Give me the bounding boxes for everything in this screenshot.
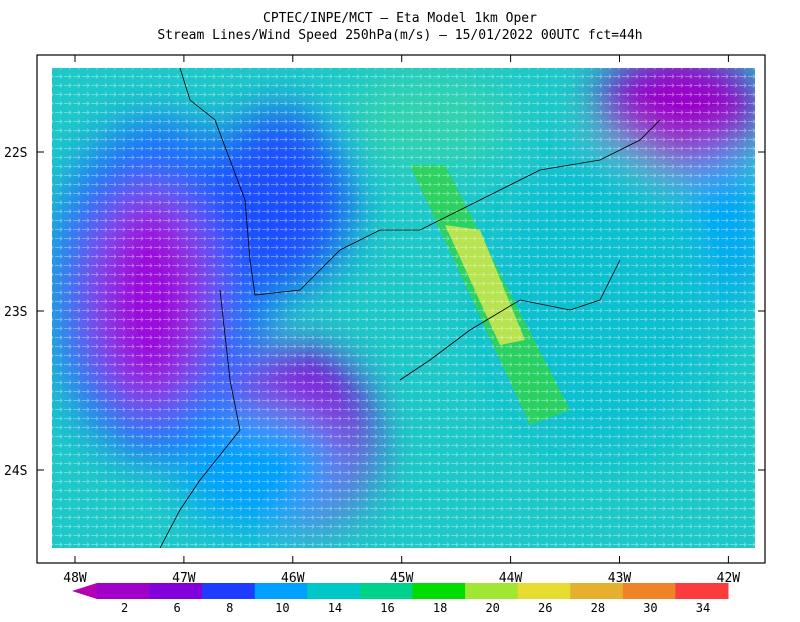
colorbar-segment xyxy=(254,583,308,599)
colorbar-segment xyxy=(149,583,203,599)
colorbar-segment xyxy=(412,583,466,599)
colorbar-segment xyxy=(359,583,413,599)
subtitle: Stream Lines/Wind Speed 250hPa(m/s) – 15… xyxy=(157,28,642,43)
colorbar-label: 6 xyxy=(174,601,181,615)
x-tick-label: 45W xyxy=(390,571,414,586)
title: CPTEC/INPE/MCT – Eta Model 1km Oper xyxy=(263,11,537,26)
x-tick-label: 47W xyxy=(172,571,196,586)
colorbar: 2 6 8 10 14 16 18 20 26 28 30 34 xyxy=(72,583,729,615)
colorbar-label: 20 xyxy=(485,601,499,615)
colorbar-segment xyxy=(307,583,361,599)
colorbar-segment xyxy=(675,583,729,599)
colorbar-label: 8 xyxy=(226,601,233,615)
colorbar-segment xyxy=(465,583,519,599)
colorbar-label: 16 xyxy=(380,601,394,615)
y-tick-label: 24S xyxy=(4,464,27,479)
x-tick-label: 42W xyxy=(717,571,741,586)
colorbar-label: 30 xyxy=(643,601,657,615)
x-tick-label: 43W xyxy=(608,571,632,586)
colorbar-low xyxy=(72,583,97,599)
colorbar-label: 34 xyxy=(696,601,710,615)
colorbar-segment xyxy=(570,583,624,599)
colorbar-label: 26 xyxy=(538,601,552,615)
colorbar-label: 28 xyxy=(591,601,605,615)
colorbar-label: 2 xyxy=(121,601,128,615)
colorbar-segment xyxy=(517,583,571,599)
x-tick-label: 46W xyxy=(281,571,305,586)
y-tick-label: 23S xyxy=(4,305,27,320)
x-tick-label: 44W xyxy=(499,571,523,586)
x-tick-label: 48W xyxy=(63,571,87,586)
axes: 22S 23S 24S 48W 47W 46W 45W 44W 43W 42W xyxy=(4,55,765,586)
colorbar-label: 14 xyxy=(328,601,342,615)
colorbar-segment xyxy=(97,583,151,599)
colorbar-label: 10 xyxy=(275,601,289,615)
colorbar-segment xyxy=(202,583,256,599)
colorbar-segment xyxy=(622,583,676,599)
colorbar-label: 18 xyxy=(433,601,447,615)
coastline xyxy=(159,68,661,548)
wind-field xyxy=(52,68,755,548)
y-tick-label: 22S xyxy=(4,146,27,161)
